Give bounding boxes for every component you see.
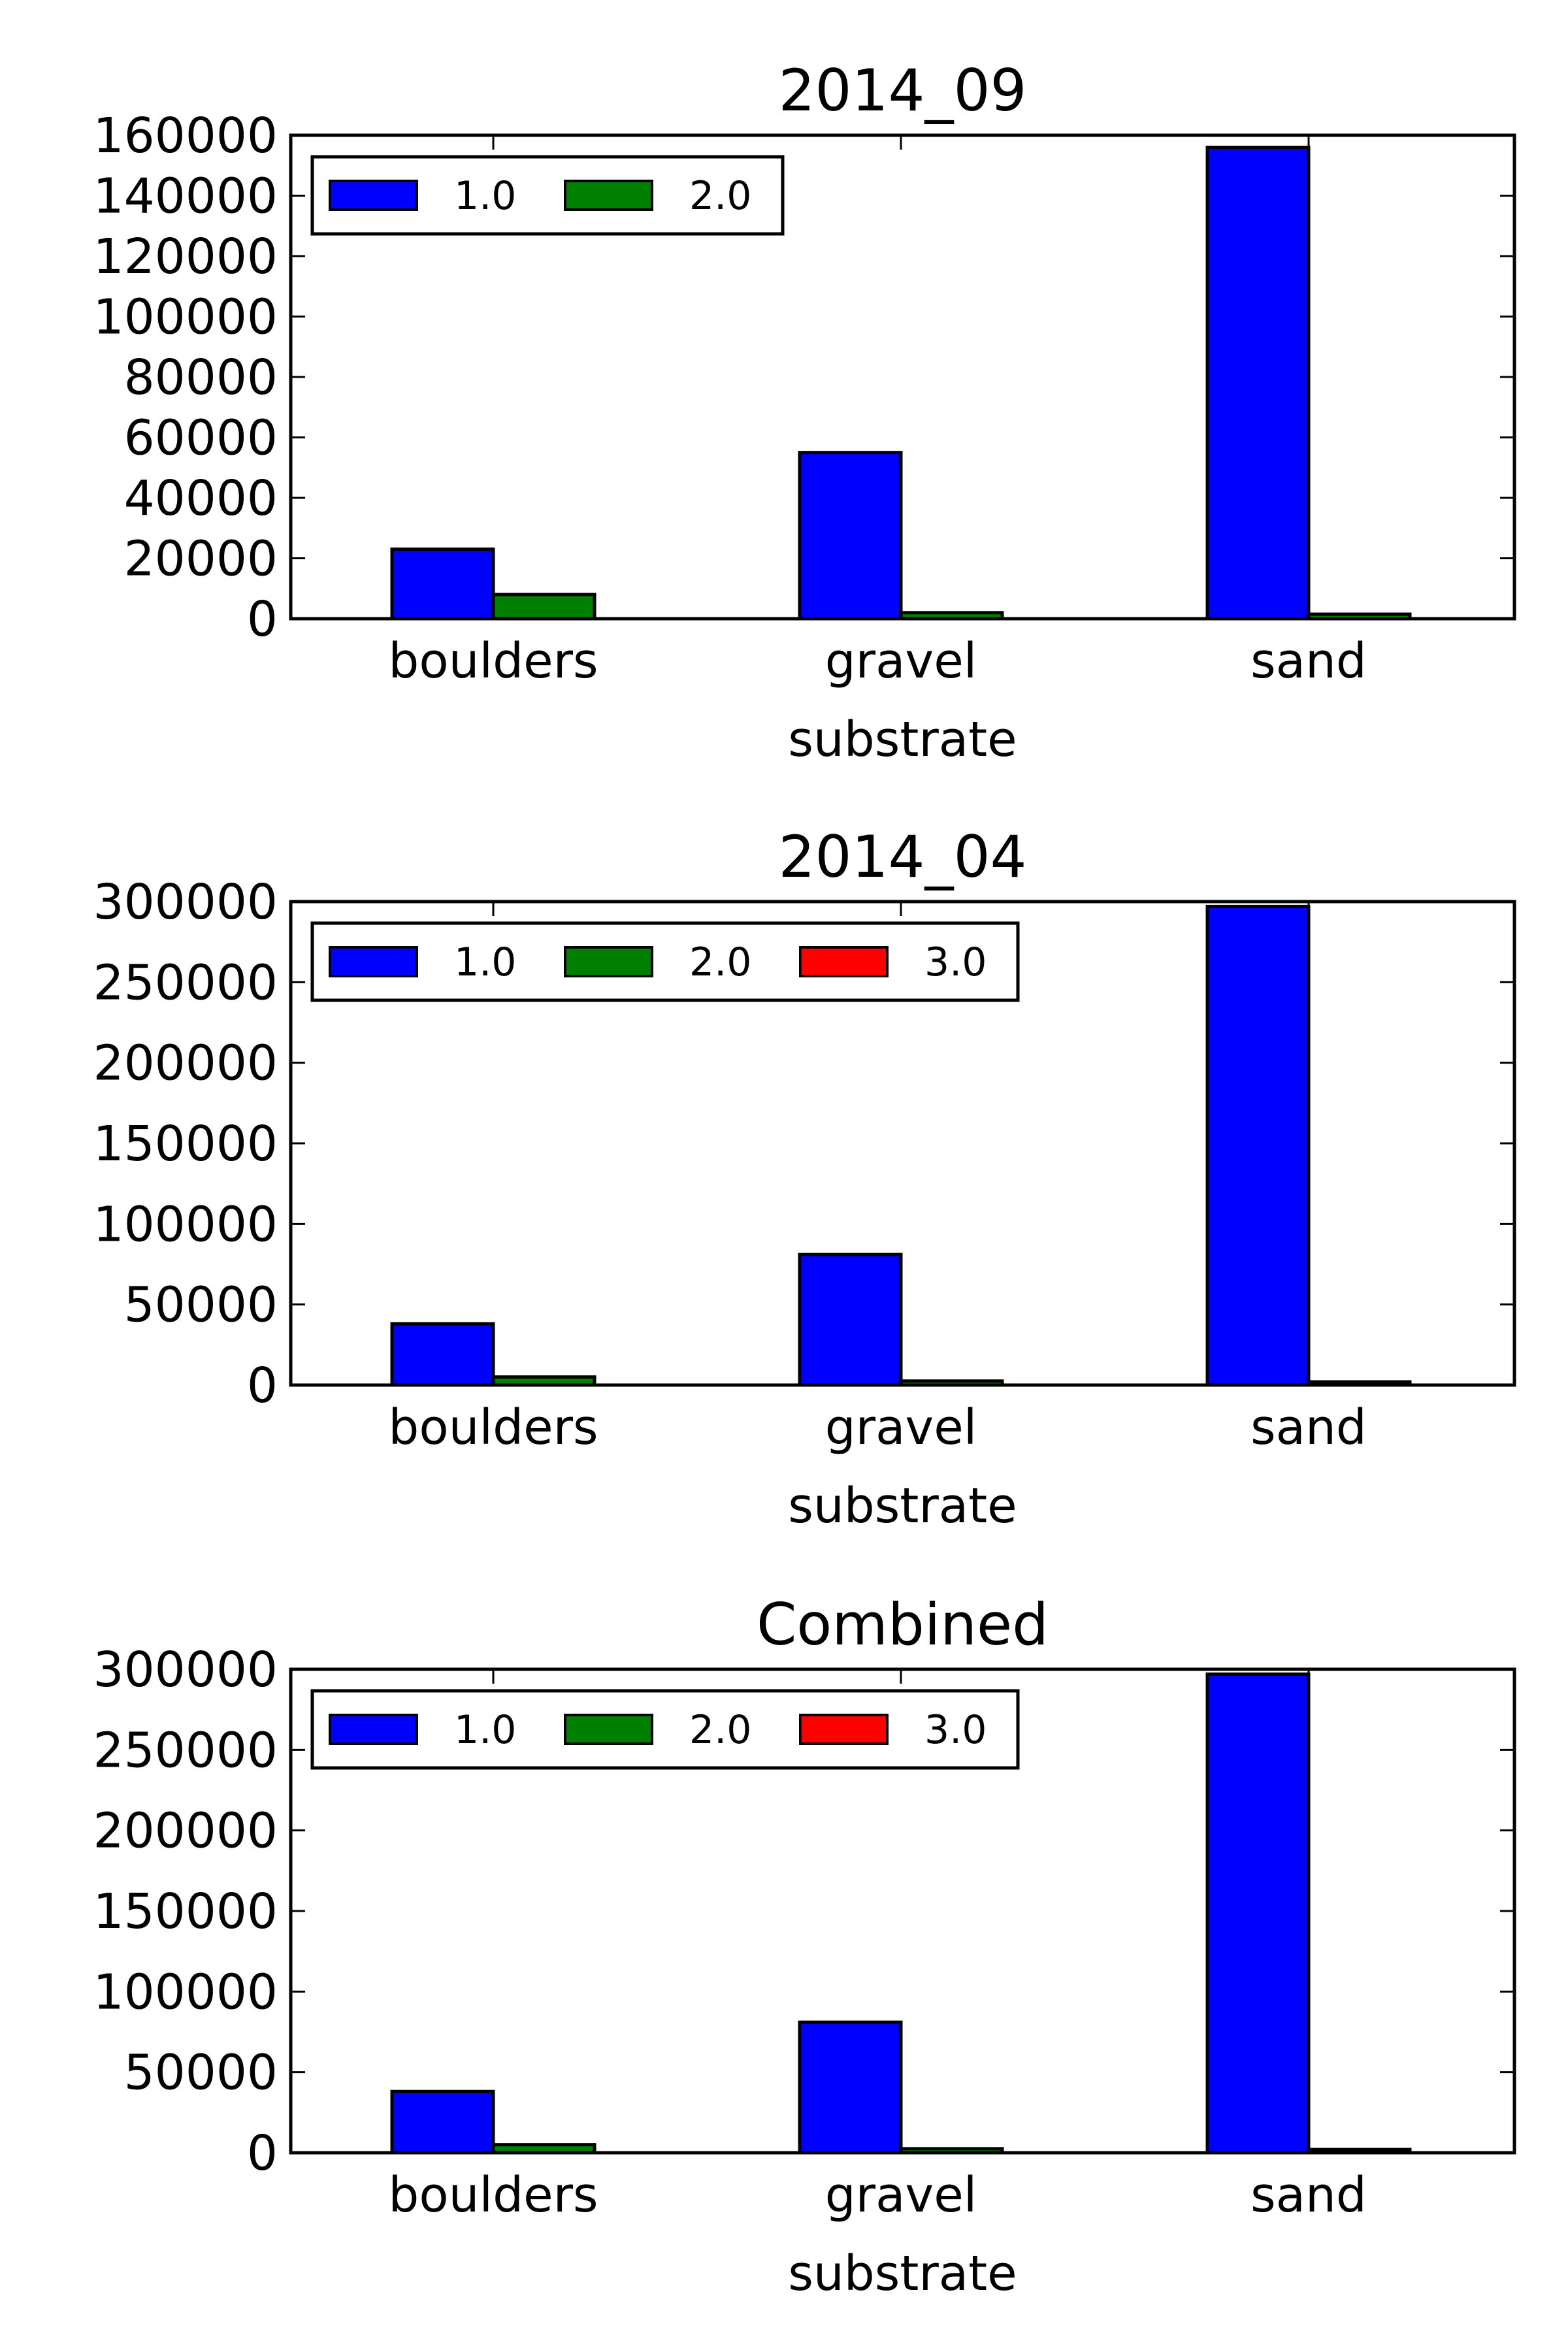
x-axis-label: substrate	[788, 2246, 1017, 2302]
y-tick-label: 100000	[93, 1196, 278, 1252]
legend-swatch-2.0	[564, 946, 653, 977]
legend-label-3.0: 3.0	[924, 1707, 987, 1753]
chart-title: 2014_09	[779, 57, 1027, 124]
y-tick-label: 160000	[93, 108, 278, 164]
bar-boulders-series-1.0	[390, 2089, 495, 2155]
y-tick-label: 300000	[93, 1642, 278, 1698]
legend: 1.0 2.0 3.0	[310, 921, 1020, 1002]
y-tick-label: 250000	[93, 1722, 278, 1778]
chart-title: 2014_04	[779, 823, 1027, 890]
legend-swatch-1.0	[329, 1714, 418, 1745]
legend-box	[310, 1689, 1020, 1770]
x-axis-label: substrate	[788, 711, 1017, 768]
y-tick-label: 0	[247, 591, 278, 647]
legend-label-1.0: 1.0	[454, 939, 516, 985]
legend-swatch-1.0	[329, 180, 418, 211]
legend-swatch-1.0	[329, 946, 418, 977]
x-tick-label-gravel: gravel	[825, 633, 977, 689]
legend-swatch-3.0	[799, 1714, 889, 1745]
legend-swatch-2.0	[564, 1714, 653, 1745]
y-tick-label: 150000	[93, 1884, 278, 1940]
legend-label-3.0: 3.0	[924, 939, 987, 985]
y-tick-label: 0	[247, 1358, 278, 1414]
y-tick-label: 120000	[93, 229, 278, 285]
y-tick-label: 100000	[93, 1964, 278, 2020]
x-tick-label-boulders: boulders	[388, 1399, 598, 1456]
x-tick-label-boulders: boulders	[388, 633, 598, 689]
chart-title: Combined	[757, 1591, 1049, 1658]
y-tick-label: 200000	[93, 1036, 278, 1092]
y-tick-label: 200000	[93, 1803, 278, 1859]
chart-panel-2: 2014_04 0 50000 100000 150000 200000 250000 300…	[93, 823, 1516, 1534]
y-tick-label: 50000	[124, 1277, 278, 1333]
y-tick-label: 150000	[93, 1116, 278, 1172]
legend: 1.0 2.0 3.0	[310, 1689, 1020, 1770]
bar-boulders-series-2.0	[491, 593, 596, 621]
x-axis-label: substrate	[788, 1478, 1017, 1534]
x-tick-label-sand: sand	[1250, 1399, 1367, 1456]
y-tick-label: 40000	[124, 470, 278, 527]
y-tick-label: 50000	[124, 2045, 278, 2101]
bar-gravel-series-1.0	[798, 451, 903, 621]
bar-gravel-series-1.0	[798, 2020, 903, 2155]
x-tick-label-boulders: boulders	[388, 2167, 598, 2223]
legend-swatch-2.0	[564, 180, 653, 211]
y-tick-label: 80000	[124, 350, 278, 406]
x-tick-label-gravel: gravel	[825, 2167, 977, 2223]
legend-box	[310, 921, 1020, 1002]
y-tick-label: 60000	[124, 410, 278, 466]
y-tick-label: 250000	[93, 955, 278, 1011]
legend-label-1.0: 1.0	[454, 173, 516, 219]
x-tick-label-sand: sand	[1250, 633, 1367, 689]
chart-panel-1: 2014_09 020000400006000080000100000120000…	[93, 57, 1516, 768]
chart-panel-3: Combined 0 50000 100000 150000 200000 250000 30…	[93, 1591, 1516, 2302]
legend-label-2.0: 2.0	[689, 939, 751, 985]
bar-sand-series-1.0	[1205, 904, 1311, 1387]
legend-swatch-3.0	[799, 946, 889, 977]
x-tick-label-sand: sand	[1250, 2167, 1367, 2223]
bar-boulders-series-1.0	[390, 547, 495, 621]
bar-gravel-series-1.0	[798, 1252, 903, 1387]
bar-sand-series-1.0	[1205, 1672, 1311, 2155]
legend-label-1.0: 1.0	[454, 1707, 516, 1753]
y-tick-label: 100000	[93, 289, 278, 346]
bar-boulders-series-1.0	[390, 1322, 495, 1387]
bar-sand-series-1.0	[1205, 146, 1311, 621]
legend-label-2.0: 2.0	[689, 173, 751, 219]
y-tick-label: 20000	[124, 531, 278, 587]
legend: 1.0 2.0	[310, 155, 785, 236]
y-tick-label: 0	[247, 2125, 278, 2181]
legend-label-2.0: 2.0	[689, 1707, 751, 1753]
y-tick-label: 140000	[93, 169, 278, 225]
x-tick-label-gravel: gravel	[825, 1399, 977, 1456]
y-tick-label: 300000	[93, 874, 278, 930]
